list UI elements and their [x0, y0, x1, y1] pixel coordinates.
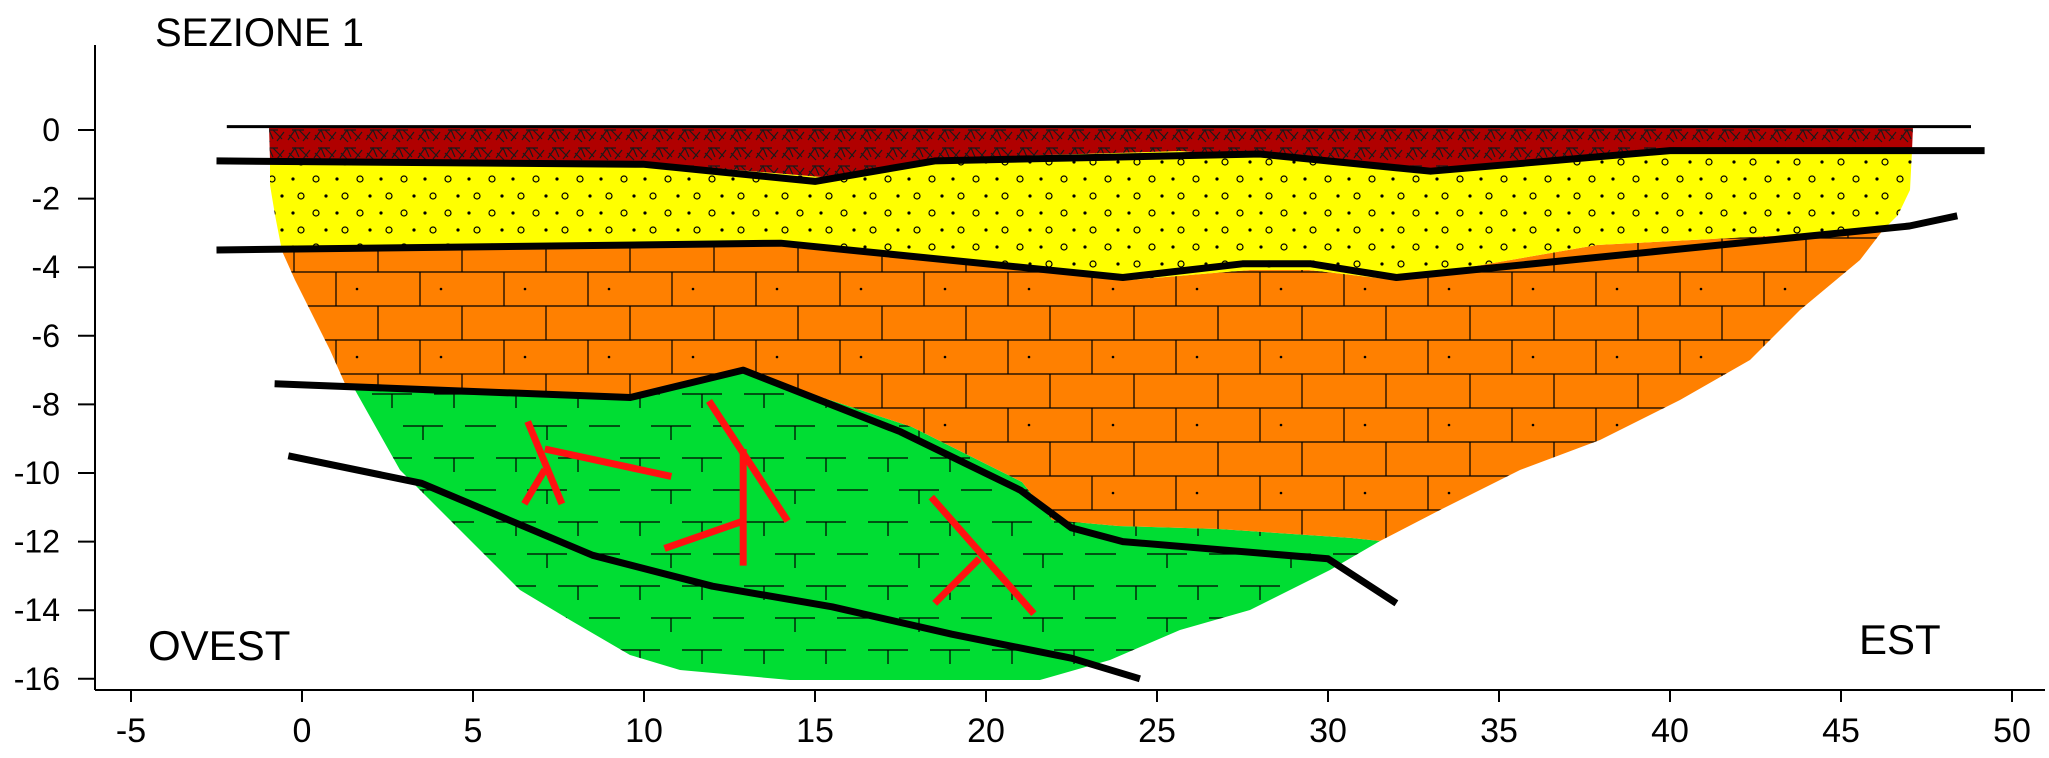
x-tick-label: 0 — [293, 712, 312, 750]
fault-lines — [521, 399, 1037, 616]
section-title: SEZIONE 1 — [155, 11, 364, 55]
contact-lines — [216, 125, 1985, 683]
x-tick-label: 5 — [464, 712, 483, 750]
x-tick-label: 15 — [796, 712, 834, 750]
topsoil-pattern — [269, 126, 1913, 177]
y-tick-label: 0 — [42, 112, 60, 148]
fault-segment-2 — [521, 467, 548, 506]
contact-lower-contact — [287, 452, 1141, 683]
y-tick-label: -12 — [14, 524, 60, 560]
fault-segment-7 — [932, 556, 982, 606]
fault-segment-0 — [524, 420, 566, 506]
x-tick-label: 45 — [1822, 712, 1860, 750]
contact-base-sand — [216, 212, 1959, 281]
east-label: EST — [1859, 616, 1941, 663]
green-unit-pattern — [346, 371, 1380, 680]
x-tick-label: 30 — [1309, 712, 1347, 750]
x-tick-label: 25 — [1138, 712, 1176, 750]
y-tick-label: -4 — [32, 249, 60, 285]
y-tick-label: -14 — [14, 592, 60, 628]
y-tick-label: -10 — [14, 455, 60, 491]
x-tick-label: 10 — [625, 712, 663, 750]
y-tick-label: -2 — [32, 181, 60, 217]
x-tick-label: -5 — [116, 712, 146, 750]
x-tick-label: 40 — [1651, 712, 1689, 750]
limestone-pattern — [282, 230, 1883, 541]
fault-segment-5 — [663, 517, 745, 552]
y-tick-label: -16 — [14, 661, 60, 697]
west-label: OVEST — [148, 622, 290, 669]
fault-segment-3 — [706, 399, 791, 523]
x-tick-label: 50 — [1993, 712, 2031, 750]
fault-segment-1 — [544, 445, 673, 480]
y-tick-label: -6 — [32, 318, 60, 354]
contact-top-green-unit — [274, 366, 1399, 607]
sand-pattern — [270, 151, 1912, 280]
contact-base-topsoil — [216, 147, 1985, 185]
y-tick-label: -8 — [32, 386, 60, 422]
fault-segment-6 — [928, 494, 1037, 616]
x-tick-label: 35 — [1480, 712, 1518, 750]
x-tick-label: 20 — [967, 712, 1005, 750]
axis-ticks: -5 0 5 10 15 20 25 30 35 40 45 50 0 -2 -4 -6 -8 -10 -12 -14… — [14, 112, 2031, 750]
